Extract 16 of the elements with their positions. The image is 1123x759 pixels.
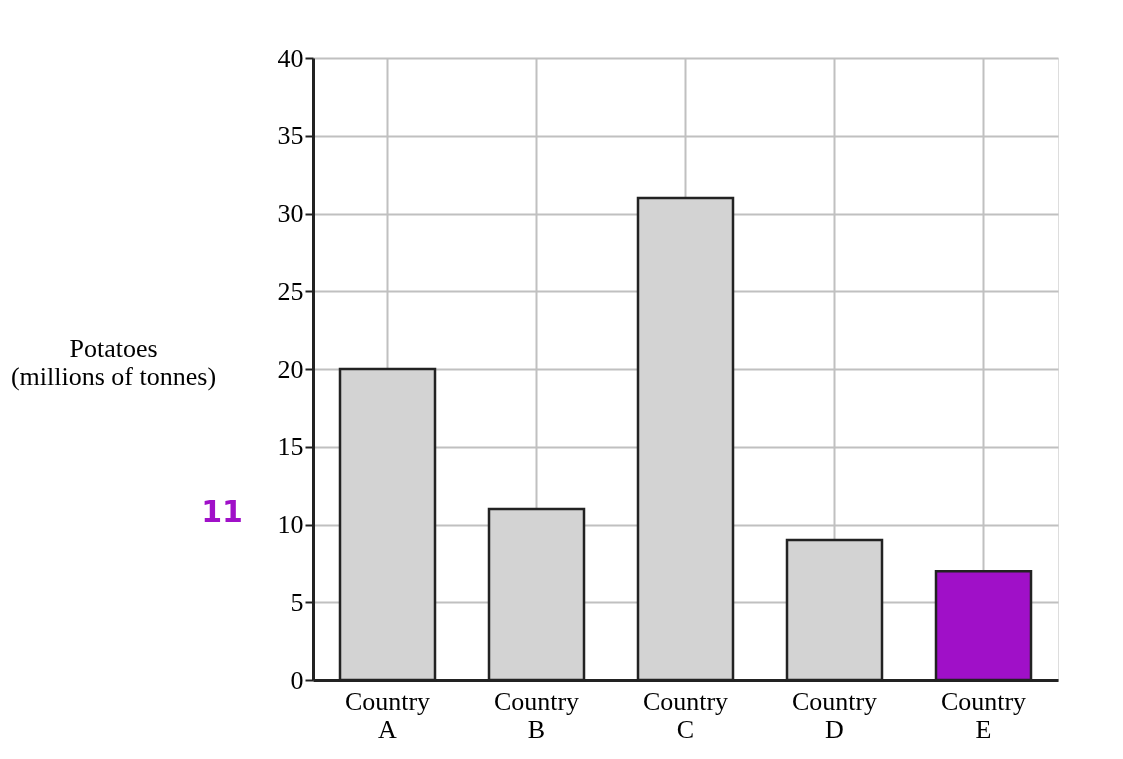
y-tick-label: 20 [277, 354, 304, 384]
y-tick-label: 30 [277, 199, 304, 228]
y-tick-label: 15 [277, 432, 304, 462]
x-tick-label: Country A [344, 686, 431, 744]
y-axis-title: Potatoes (millions of tonnes) [10, 333, 217, 391]
x-tick-label: Country B [493, 686, 580, 744]
y-tick-label: 10 [277, 510, 304, 539]
y-tick-label: 35 [277, 121, 304, 151]
x-tick-label: Country E [940, 686, 1027, 744]
x-tick-label: Country D [791, 686, 878, 744]
y-tick-label: 25 [277, 276, 304, 306]
y-tick-label: 0 [290, 665, 304, 695]
y-tick-label: 5 [290, 587, 304, 617]
x-tick-label: Country C [642, 686, 729, 744]
text: 11 [201, 494, 243, 529]
y-tick-label: 40 [277, 43, 304, 73]
